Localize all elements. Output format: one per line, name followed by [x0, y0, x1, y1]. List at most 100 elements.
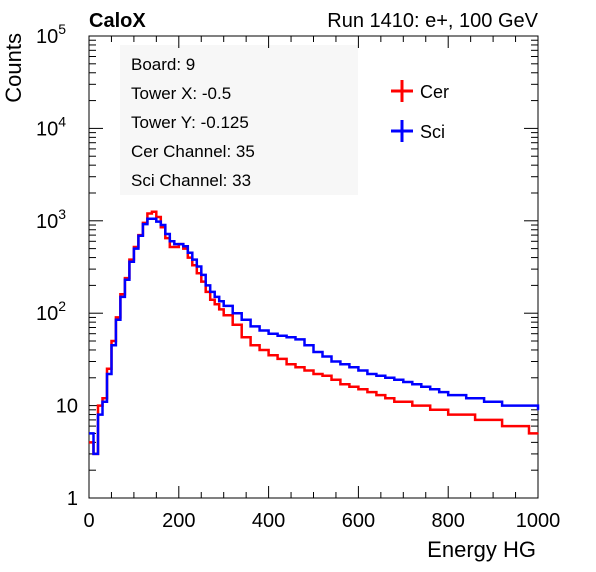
calox-label: CaloX — [89, 10, 146, 32]
data-point-cer — [537, 432, 539, 435]
data-point-sci — [126, 279, 128, 281]
series-sci — [89, 217, 540, 456]
data-point-sci — [353, 366, 355, 369]
data-point-cer — [166, 237, 169, 239]
data-point-sci — [216, 296, 218, 298]
data-point-cer — [202, 280, 205, 283]
data-point-cer — [121, 293, 124, 296]
data-point-sci — [171, 240, 173, 243]
data-point-sci — [523, 404, 526, 407]
data-point-sci — [236, 312, 238, 315]
data-point-sci — [157, 220, 160, 223]
data-point-cer — [112, 340, 115, 342]
data-point-cer — [496, 419, 499, 421]
data-point-cer — [469, 413, 472, 416]
data-point-cer — [335, 379, 337, 381]
data-point-sci — [117, 318, 119, 321]
series-cer — [89, 210, 539, 456]
data-point-cer — [220, 308, 223, 311]
data-point-cer — [371, 391, 373, 393]
legend-sci-label: Sci — [420, 122, 445, 142]
run-label: Run 1410: e+, 100 GeV — [327, 10, 538, 32]
data-point-cer — [281, 358, 283, 360]
legend-sci-marker — [391, 120, 413, 142]
data-point-cer — [99, 404, 101, 407]
data-point-sci — [469, 397, 472, 400]
data-point-sci — [108, 373, 110, 375]
data-point-sci — [175, 243, 178, 245]
data-point-sci — [245, 318, 247, 321]
data-point-sci — [99, 413, 101, 416]
data-point-sci — [514, 404, 517, 407]
y-axis: 1 10 102 103 104 105 — [36, 21, 538, 510]
data-point-sci — [272, 332, 274, 335]
data-point-cer — [175, 246, 178, 248]
data-point-cer — [442, 409, 445, 411]
data-point-cer — [126, 277, 128, 279]
data-point-cer — [478, 419, 481, 421]
data-point-cer — [103, 397, 106, 400]
data-point-sci — [532, 404, 535, 407]
x-tick-label: 800 — [432, 510, 465, 532]
data-point-cer — [389, 397, 391, 400]
data-point-sci — [308, 344, 310, 347]
data-point-cer — [407, 401, 409, 403]
data-point-cer — [236, 323, 238, 326]
data-point-cer — [263, 349, 265, 351]
info-line-tower-x: Tower X: -0.5 — [131, 84, 231, 103]
series-line-cer — [89, 210, 538, 456]
data-point-sci — [184, 245, 187, 248]
data-point-cer — [398, 401, 400, 403]
data-point-sci — [254, 325, 256, 328]
data-point-sci — [198, 265, 200, 268]
data-point-cer — [254, 344, 256, 347]
data-point-cer — [157, 216, 160, 218]
data-point-sci — [94, 453, 97, 455]
data-point-cer — [317, 373, 319, 375]
data-point-sci — [211, 291, 214, 293]
data-point-sci — [193, 258, 196, 261]
data-point-sci — [299, 338, 301, 341]
data-point-cer — [433, 409, 436, 411]
data-point-sci — [121, 296, 124, 298]
data-point-sci — [460, 394, 463, 396]
data-point-sci — [153, 218, 155, 220]
data-point-sci — [103, 401, 106, 403]
data-point-sci — [425, 385, 427, 388]
data-point-sci — [537, 409, 539, 411]
data-point-cer — [505, 425, 508, 427]
data-point-sci — [335, 360, 337, 363]
y-tick-label: 102 — [36, 298, 66, 325]
data-point-cer — [90, 441, 92, 444]
y-axis-title: Counts — [1, 33, 26, 103]
x-tick-label: 200 — [162, 510, 195, 532]
data-point-cer — [353, 385, 355, 388]
data-point-cer — [108, 368, 110, 370]
data-point-sci — [317, 351, 319, 353]
series-line-sci — [89, 217, 540, 456]
legend: Cer Sci — [391, 80, 449, 142]
data-point-sci — [290, 336, 292, 339]
data-point-sci — [207, 284, 209, 287]
data-point-cer — [290, 363, 292, 366]
data-point-cer — [326, 375, 328, 377]
data-point-sci — [505, 404, 508, 407]
info-box: Board: 9 Tower X: -0.5 Tower Y: -0.125 C… — [120, 45, 358, 195]
data-point-cer — [198, 272, 200, 275]
data-point-cer — [148, 212, 151, 215]
y-tick-label: 1 — [67, 488, 78, 510]
legend-cer-label: Cer — [420, 82, 449, 102]
data-point-sci — [112, 344, 115, 347]
x-axis-title: Energy HG — [427, 537, 536, 562]
data-point-cer — [245, 336, 247, 339]
data-point-sci — [451, 394, 454, 396]
legend-cer-marker — [391, 80, 413, 102]
data-point-sci — [166, 233, 169, 235]
y-tick-label: 104 — [36, 113, 66, 140]
data-point-cer — [193, 264, 196, 267]
data-point-sci — [416, 383, 418, 386]
data-point-cer — [189, 256, 191, 259]
data-point-sci — [189, 252, 191, 254]
data-point-sci — [496, 401, 499, 403]
